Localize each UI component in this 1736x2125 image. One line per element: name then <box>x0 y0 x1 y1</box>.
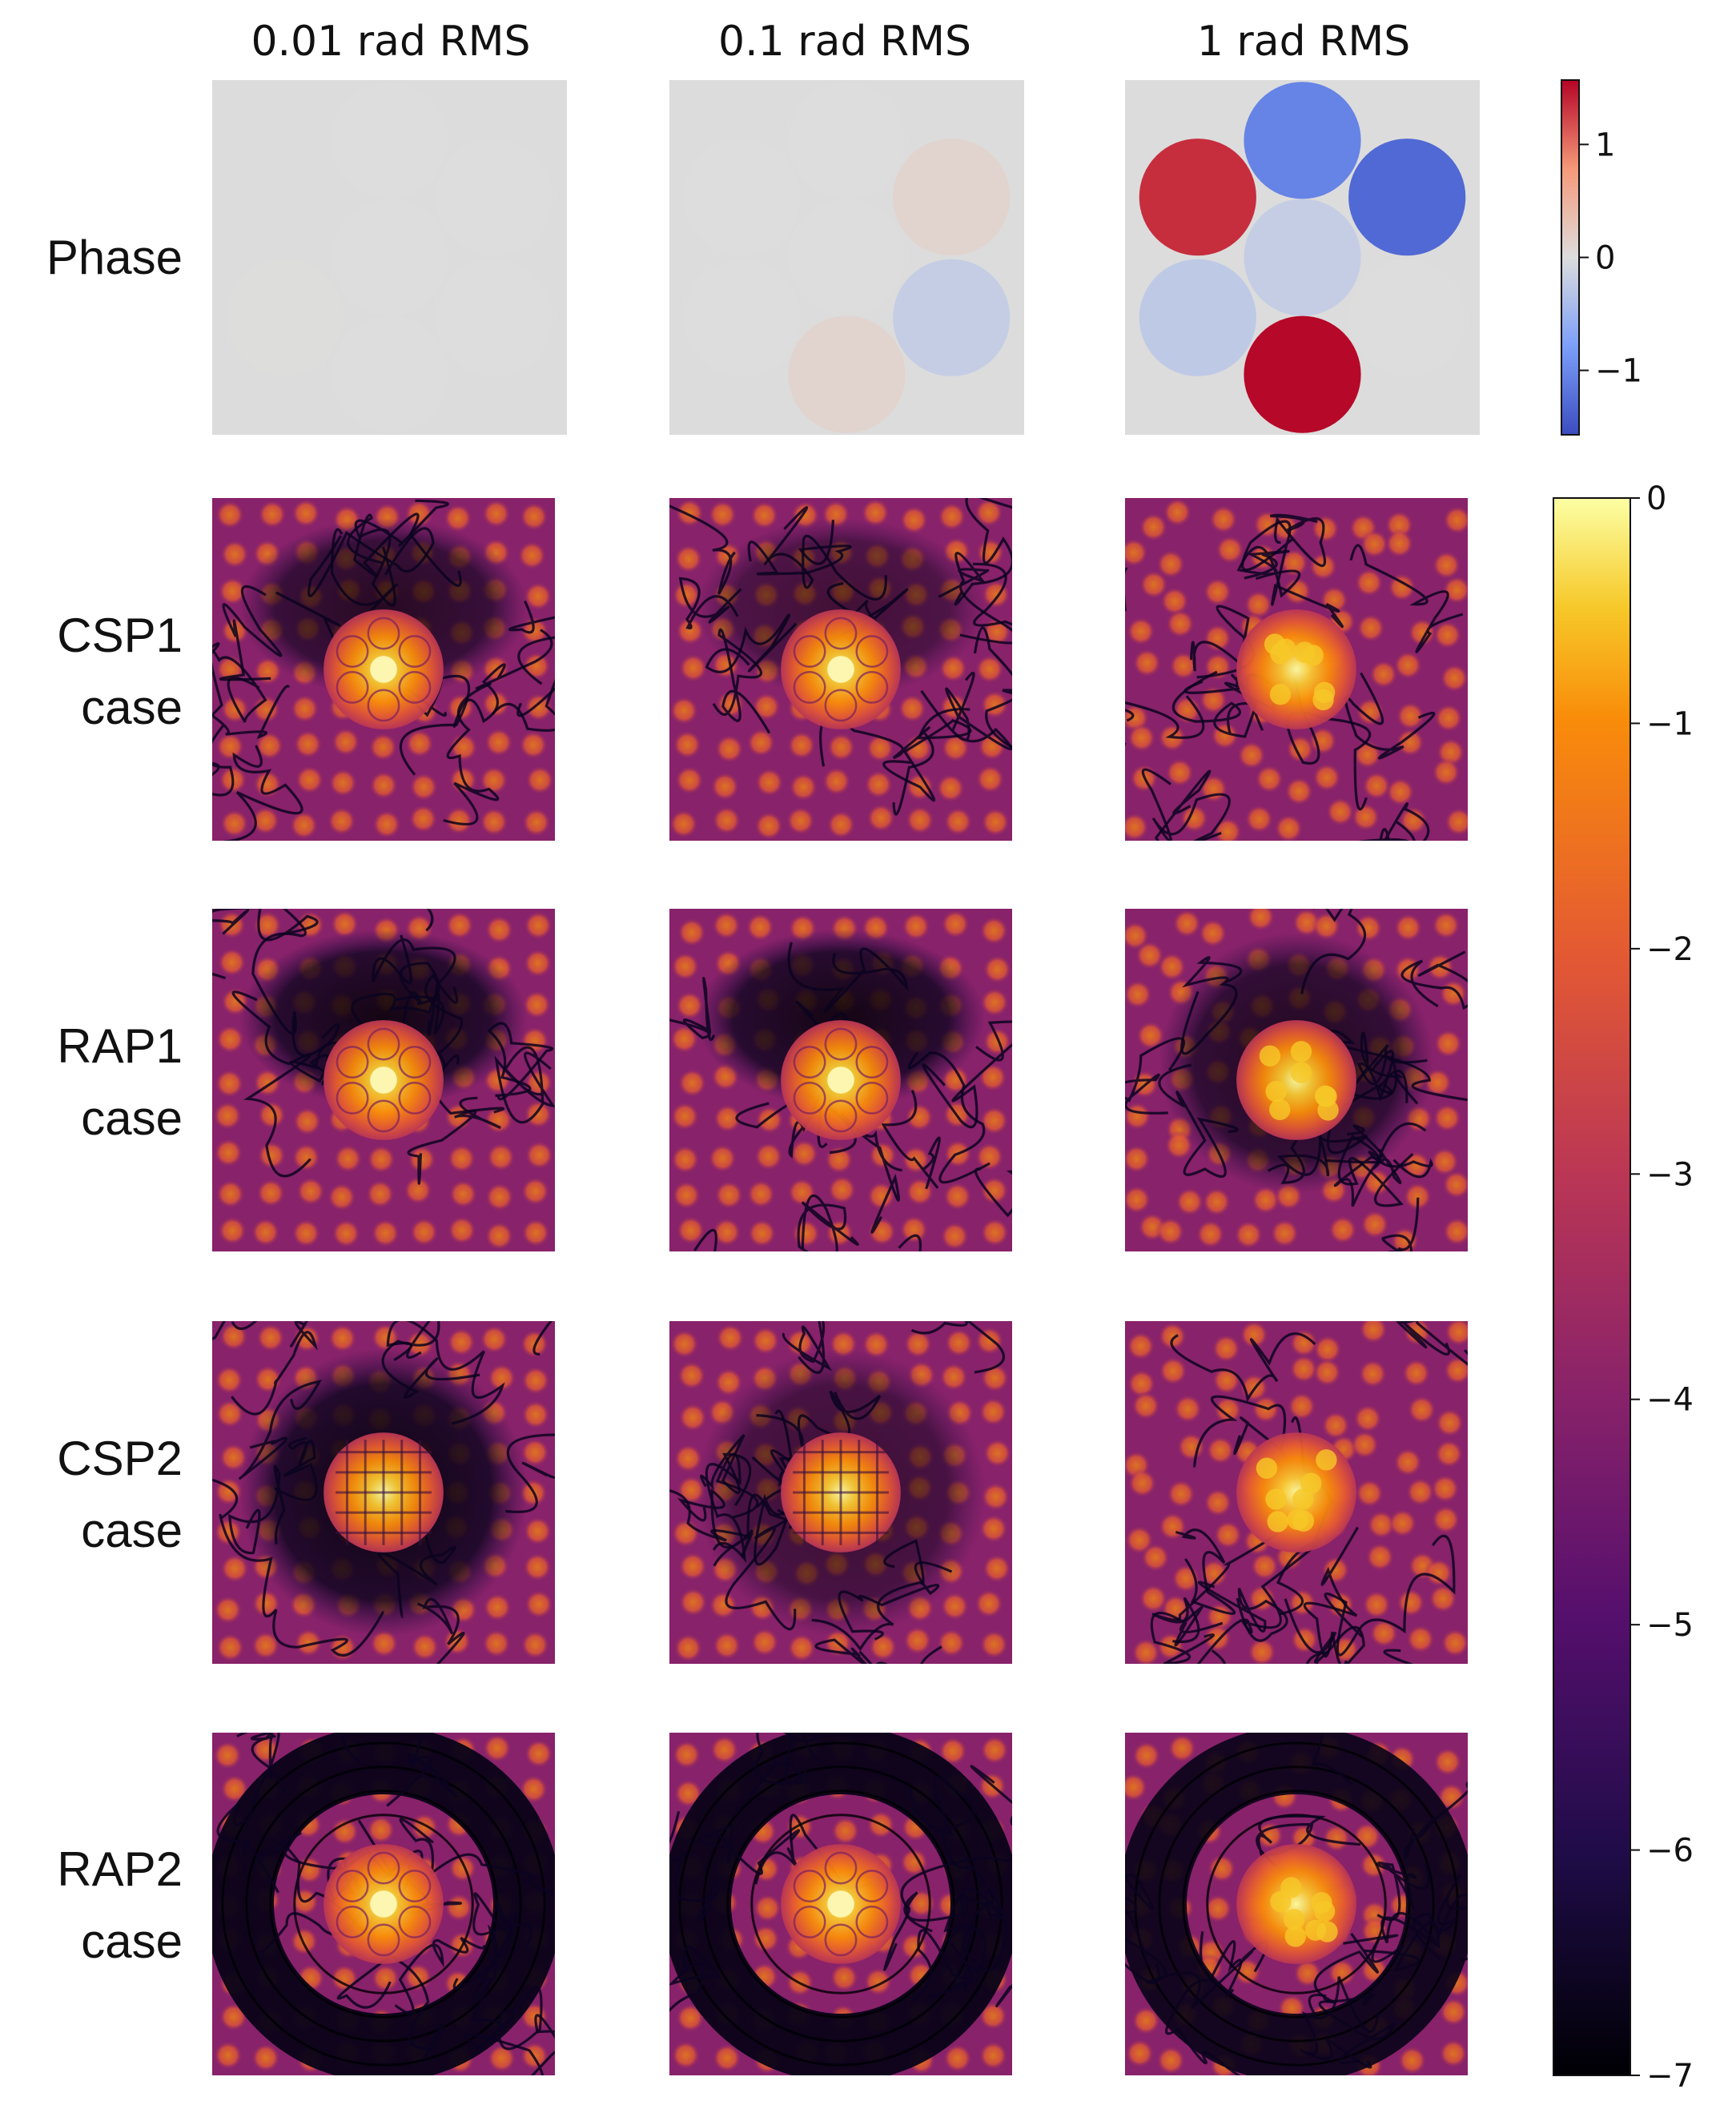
phase-segment-3 <box>683 139 801 256</box>
intensity-colorbar: 0 −1 −2 −3 −4 −5 −6 −7 <box>1553 480 1694 2095</box>
psf-map-r2-c1 <box>669 1321 1012 1664</box>
psf-map-r3-c1 <box>669 1733 1012 2075</box>
psf-map-r0-c2 <box>1125 498 1468 841</box>
phase-segment-0 <box>331 199 448 316</box>
psf-map-r0-c1 <box>669 498 1012 841</box>
row-label-rap1: RAP1 case <box>0 1010 183 1155</box>
intensity-colorbar-bar <box>1553 497 1631 2076</box>
phase-segment-2 <box>436 139 553 256</box>
intensity-colorbar-tick-label-1: −1 <box>1646 705 1694 742</box>
phase-segment-6 <box>1348 259 1466 376</box>
phase-map-0 <box>212 80 567 435</box>
row-label-csp2-line1: CSP2 <box>57 1432 183 1485</box>
psf-map-r2-c0 <box>212 1321 555 1664</box>
intensity-colorbar-tick-label-6: −6 <box>1646 1833 1694 1870</box>
intensity-colorbar-tick-label-3: −3 <box>1646 1156 1694 1193</box>
phase-colorbar-tick-label-2: 1 <box>1595 127 1615 163</box>
phase-map-2 <box>1125 80 1480 435</box>
phase-map-1 <box>669 80 1024 435</box>
row-label-csp2-line2: case <box>81 1504 183 1557</box>
psf-map-r0-c0 <box>212 498 555 841</box>
psf-map-r3-c0 <box>212 1733 555 2075</box>
row-label-rap2: RAP2 case <box>0 1834 183 1978</box>
colorbars: −1 0 1 0 −1 −2 −3 −4 −5 −6 −7 <box>1553 79 1694 2095</box>
column-title-2: 1 rad RMS <box>1196 18 1411 66</box>
phase-segment-3 <box>1139 139 1256 256</box>
phase-segment-1 <box>1244 82 1361 199</box>
phase-segment-5 <box>788 315 906 433</box>
intensity-colorbar-tick-label-7: −7 <box>1646 2058 1694 2095</box>
psf-core <box>1236 609 1356 729</box>
row-label-phase: Phase <box>0 222 183 294</box>
phase-segment-4 <box>683 259 801 376</box>
phase-segment-4 <box>226 259 344 376</box>
row-label-phase-line1: Phase <box>46 231 183 284</box>
phase-colorbar-tick-label-0: −1 <box>1595 353 1642 390</box>
row-label-rap2-line1: RAP2 <box>57 1842 183 1896</box>
phase-segment-1 <box>788 82 906 199</box>
phase-colorbar-tick-label-1: 0 <box>1595 240 1615 277</box>
phase-colorbar-bar <box>1561 79 1580 436</box>
phase-colorbar: −1 0 1 <box>1561 79 1642 436</box>
phase-segment-2 <box>893 139 1011 256</box>
phase-segment-6 <box>436 259 553 376</box>
phase-segment-0 <box>1244 199 1361 316</box>
row-label-csp1-line1: CSP1 <box>57 609 183 662</box>
phase-segment-6 <box>893 259 1011 376</box>
row-label-csp1-line2: case <box>81 681 183 734</box>
phase-maps <box>212 80 1480 435</box>
row-label-rap1-line1: RAP1 <box>57 1019 183 1073</box>
intensity-colorbar-tick-label-4: −4 <box>1646 1382 1694 1419</box>
phase-segment-0 <box>788 199 906 316</box>
phase-segment-5 <box>1244 315 1361 433</box>
psf-map-r2-c2 <box>1125 1321 1468 1664</box>
psf-map-r1-c2 <box>1125 909 1468 1251</box>
psf-map-r1-c1 <box>669 909 1012 1251</box>
intensity-colorbar-tick-label-0: 0 <box>1646 480 1666 517</box>
row-label-rap2-line2: case <box>81 1914 183 1968</box>
phase-segment-5 <box>331 315 448 433</box>
intensity-colorbar-tick-label-2: −2 <box>1646 931 1694 968</box>
psf-maps <box>212 498 1468 2075</box>
row-label-csp1: CSP1 case <box>0 600 183 744</box>
row-label-csp2: CSP2 case <box>0 1423 183 1567</box>
row-label-rap1-line2: case <box>81 1091 183 1145</box>
phase-segment-3 <box>226 139 344 256</box>
phase-segment-1 <box>331 82 448 199</box>
phase-segment-2 <box>1348 139 1466 256</box>
intensity-colorbar-tick-label-5: −5 <box>1646 1607 1694 1644</box>
psf-map-r1-c0 <box>212 909 555 1251</box>
psf-map-r3-c2 <box>1125 1733 1468 2075</box>
column-title-1: 0.1 rad RMS <box>717 18 971 66</box>
phase-segment-4 <box>1139 259 1256 376</box>
column-title-0: 0.01 rad RMS <box>251 18 531 66</box>
